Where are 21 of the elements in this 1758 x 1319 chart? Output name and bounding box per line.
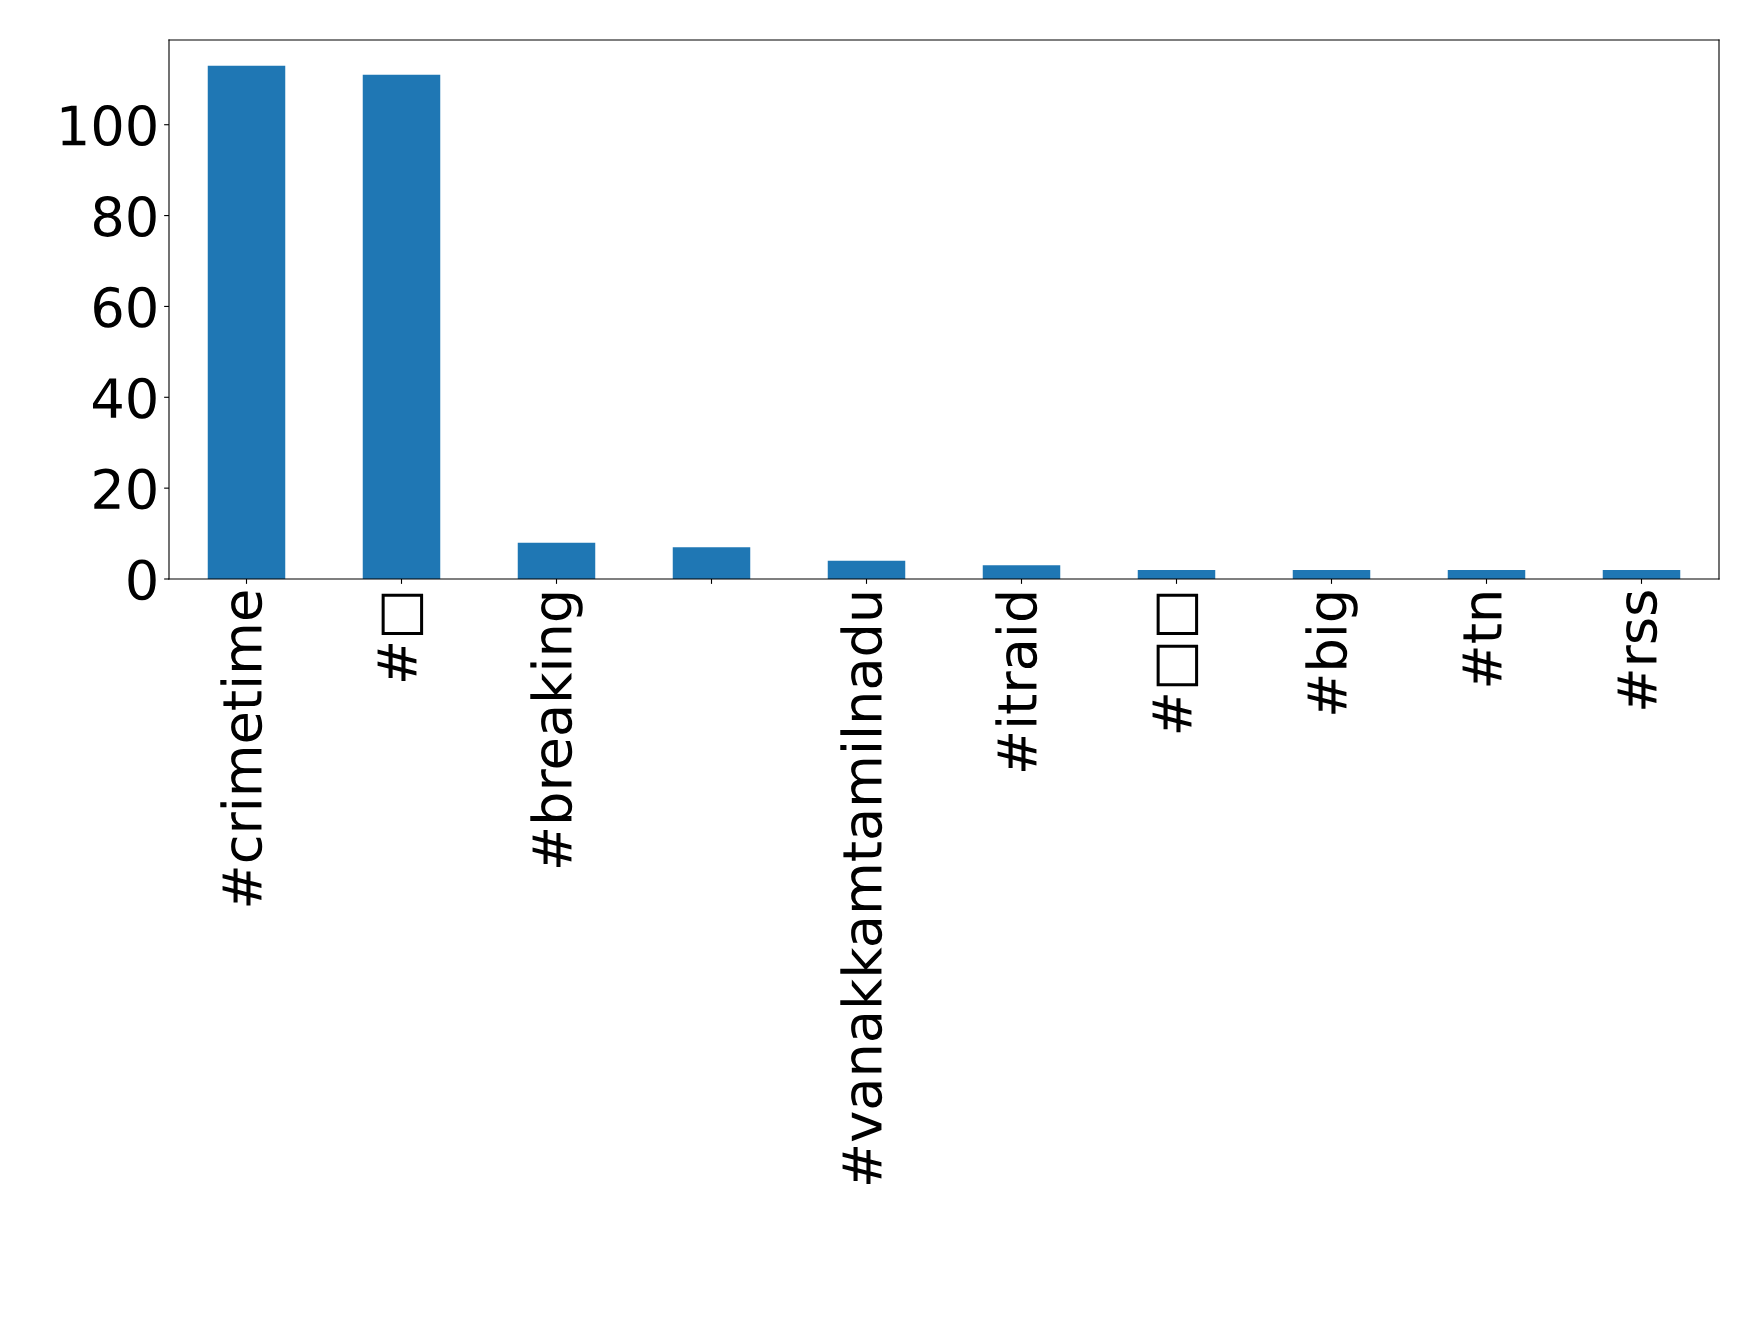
y-tick-label: 20: [94, 468, 156, 510]
bar: [362, 74, 441, 579]
y-tick-label: 60: [94, 286, 156, 328]
x-tick-label: #rss: [1617, 591, 1658, 709]
y-tick-label: 0: [128, 559, 156, 601]
bar: [827, 560, 906, 579]
x-tick-label: #itraid: [995, 593, 1038, 772]
x-tick-label: #breaking: [530, 593, 583, 868]
x-tick-label: #crimetime: [220, 591, 263, 906]
x-tick-label: #vanakkamtamilnadu: [840, 593, 883, 1184]
x-tick-label: #tn: [1462, 593, 1502, 686]
bar: [517, 542, 596, 579]
x-tick-label: #big: [1305, 593, 1358, 714]
x-tick-label: #□: [377, 593, 424, 682]
bar: [982, 565, 1061, 579]
x-tick-label: #□□: [1152, 593, 1199, 733]
y-tick-label: 40: [93, 377, 156, 419]
y-tick-label: 80: [94, 195, 156, 237]
bar: [207, 65, 286, 579]
bar: [672, 547, 751, 579]
y-tick-label: 100: [61, 105, 156, 147]
